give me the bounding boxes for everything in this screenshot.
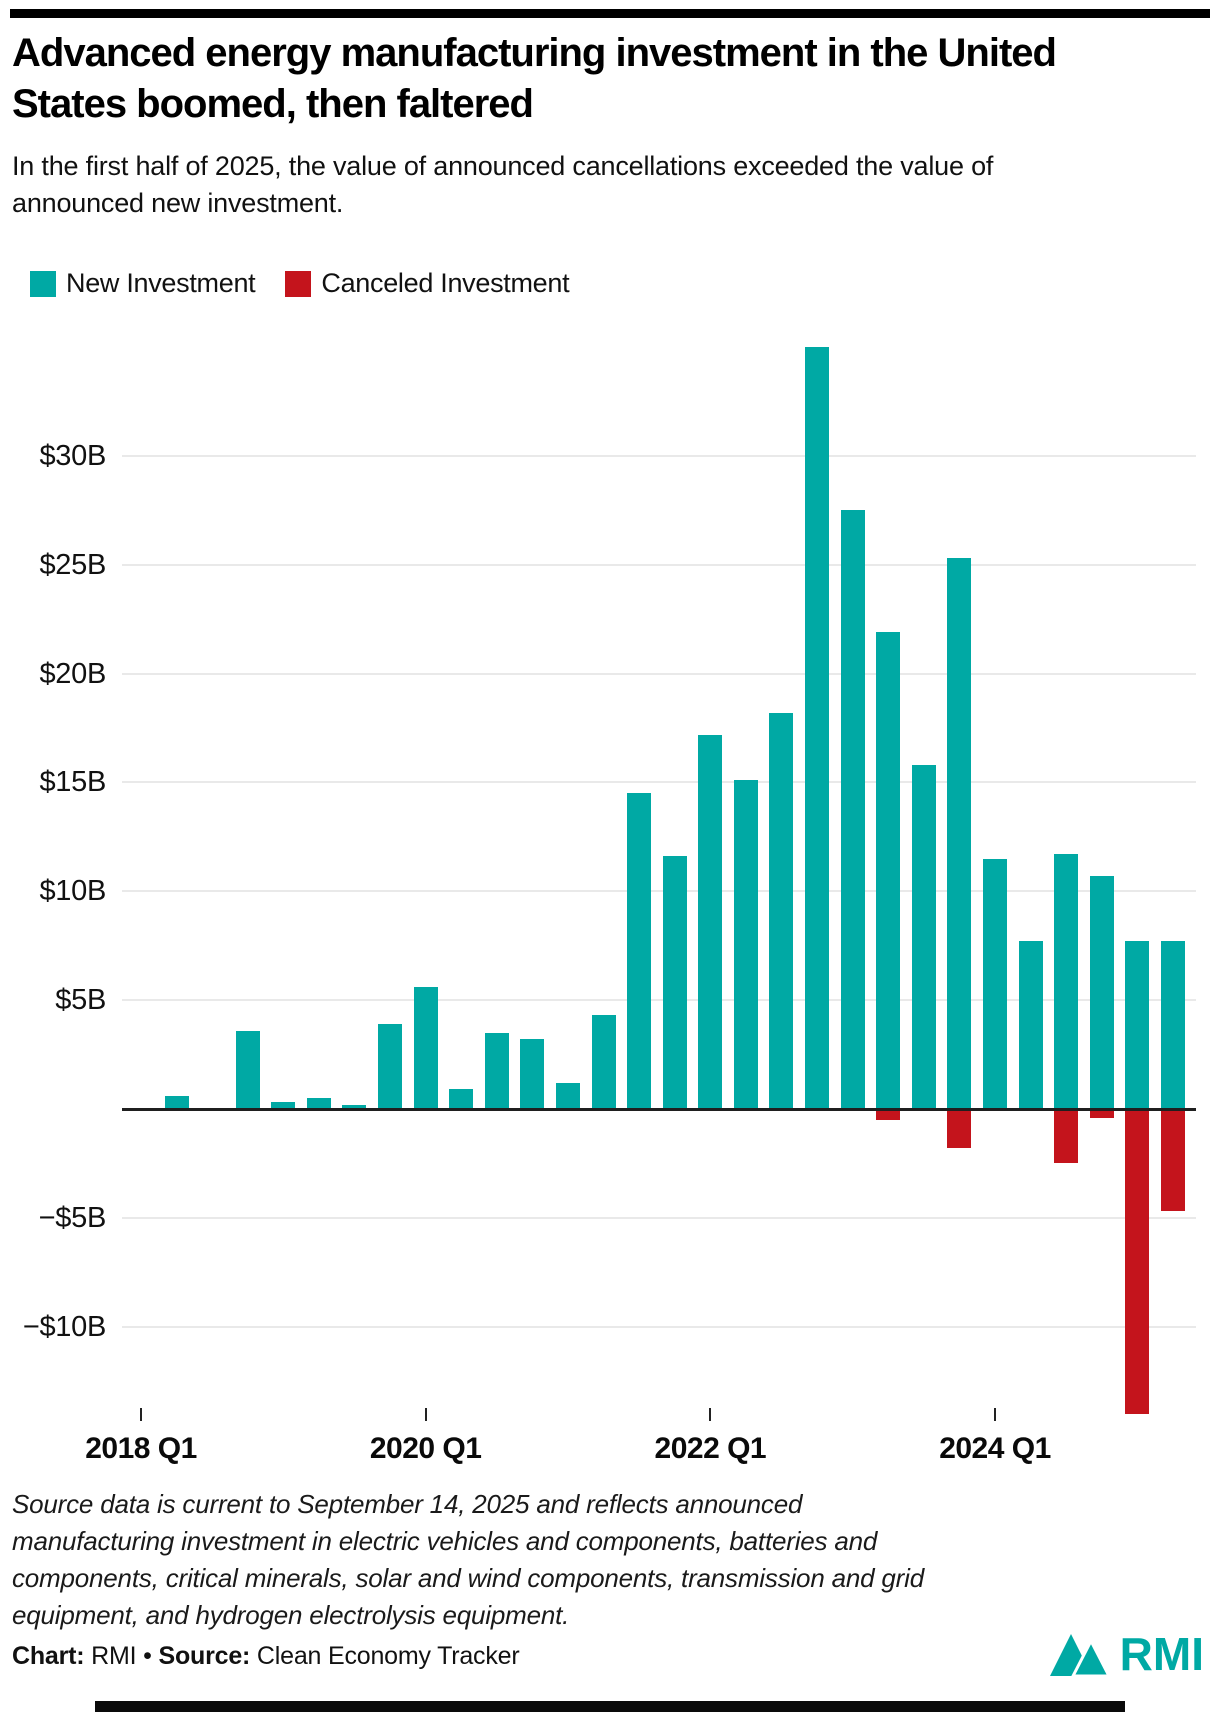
bar-new-investment [1054,854,1079,1109]
y-axis-tick-label: −$10B [22,1310,106,1343]
bar-canceled-investment [1089,1109,1114,1118]
bar-new-investment [164,1095,189,1109]
bar-new-investment [591,1015,616,1109]
bar-new-investment [306,1098,331,1109]
x-axis-tick-label: 2022 Q1 [654,1432,767,1465]
bar-new-investment [342,1104,367,1109]
y-gridline [122,563,1196,566]
bar-new-investment [1160,941,1185,1109]
credit-line: Chart: RMI • Source: Clean Economy Track… [12,1642,520,1671]
bar-canceled-investment [876,1109,901,1120]
bar-new-investment [805,347,830,1109]
credit-separator: • [143,1642,152,1670]
bar-new-investment [733,780,758,1109]
bar-new-investment [555,1082,580,1109]
rmi-logo-text: RMI [1119,1628,1204,1680]
bar-new-investment [698,734,723,1109]
y-axis-tick-label: −$5B [38,1201,107,1234]
x-axis-tick [424,1408,427,1421]
x-axis-tick-label: 2024 Q1 [939,1432,1051,1465]
bar-canceled-investment [947,1109,972,1149]
credit-source-label: Source: [158,1642,251,1670]
bar-new-investment [235,1030,260,1109]
page-title: Advanced energy manufacturing investment… [12,31,1057,126]
bar-new-investment [947,558,972,1109]
bar-new-investment [662,856,687,1109]
y-gridline [122,672,1196,675]
x-axis-tick [140,1408,142,1421]
legend-item-new-investment: New Investment [30,268,256,299]
bar-new-investment [840,510,865,1109]
bar-new-investment [982,858,1007,1109]
y-axis-tick-label: $20B [39,657,106,690]
bar-new-investment [769,712,794,1109]
bar-new-investment [449,1089,474,1109]
x-axis-tick-label: 2020 Q1 [369,1432,482,1465]
y-gridline [122,454,1196,457]
bar-new-investment [520,1039,545,1109]
y-gridline [122,781,1196,784]
bar-new-investment [413,987,438,1109]
bottom-divider-bar [95,1701,1125,1712]
y-axis-tick-label: $10B [39,875,106,908]
bar-new-investment [876,632,901,1109]
chart-subtitle: In the first half of 2025, the value of … [12,151,994,218]
y-axis-tick-label: $25B [39,548,106,581]
bar-new-investment [1125,941,1150,1109]
credit-chart-value: RMI [91,1642,137,1670]
bar-new-investment [1089,876,1114,1109]
y-gridline [122,1325,1196,1328]
bar-canceled-investment [1160,1109,1185,1212]
x-axis-tick [709,1408,712,1421]
bar-new-investment [378,1024,403,1109]
x-axis-tick-label: 2018 Q1 [85,1432,197,1465]
y-axis-tick-label: $15B [39,766,106,799]
bar-new-investment [911,765,936,1109]
bar-new-investment [484,1032,509,1109]
y-axis-tick-label: $5B [55,984,106,1017]
source-footnote: Source data is current to September 14, … [12,1489,924,1630]
y-axis-tick-label: $30B [39,439,106,472]
x-axis-tick [993,1408,996,1421]
bar-canceled-investment [1054,1109,1079,1164]
zero-baseline [122,1108,1196,1111]
y-gridline [122,1216,1196,1219]
y-gridline [122,999,1196,1002]
bar-new-investment [1018,941,1043,1109]
legend-label-canceled-investment: Canceled Investment [321,268,570,298]
bar-new-investment [627,793,652,1109]
new-investment-swatch-icon [30,270,56,297]
canceled-investment-swatch-icon [285,270,312,297]
legend-item-canceled-investment: Canceled Investment [285,268,570,299]
credit-source-value: Clean Economy Tracker [256,1642,520,1670]
y-gridline [122,890,1196,893]
legend-label-new-investment: New Investment [66,268,256,298]
chart-legend: New Investment Canceled Investment [30,268,587,299]
top-divider-bar [10,9,1210,18]
credit-chart-label: Chart: [12,1642,85,1670]
bar-canceled-investment [1125,1109,1150,1414]
bar-new-investment [271,1102,296,1109]
rmi-mountain-icon [1049,1634,1111,1676]
rmi-logo: RMI [1049,1628,1204,1680]
